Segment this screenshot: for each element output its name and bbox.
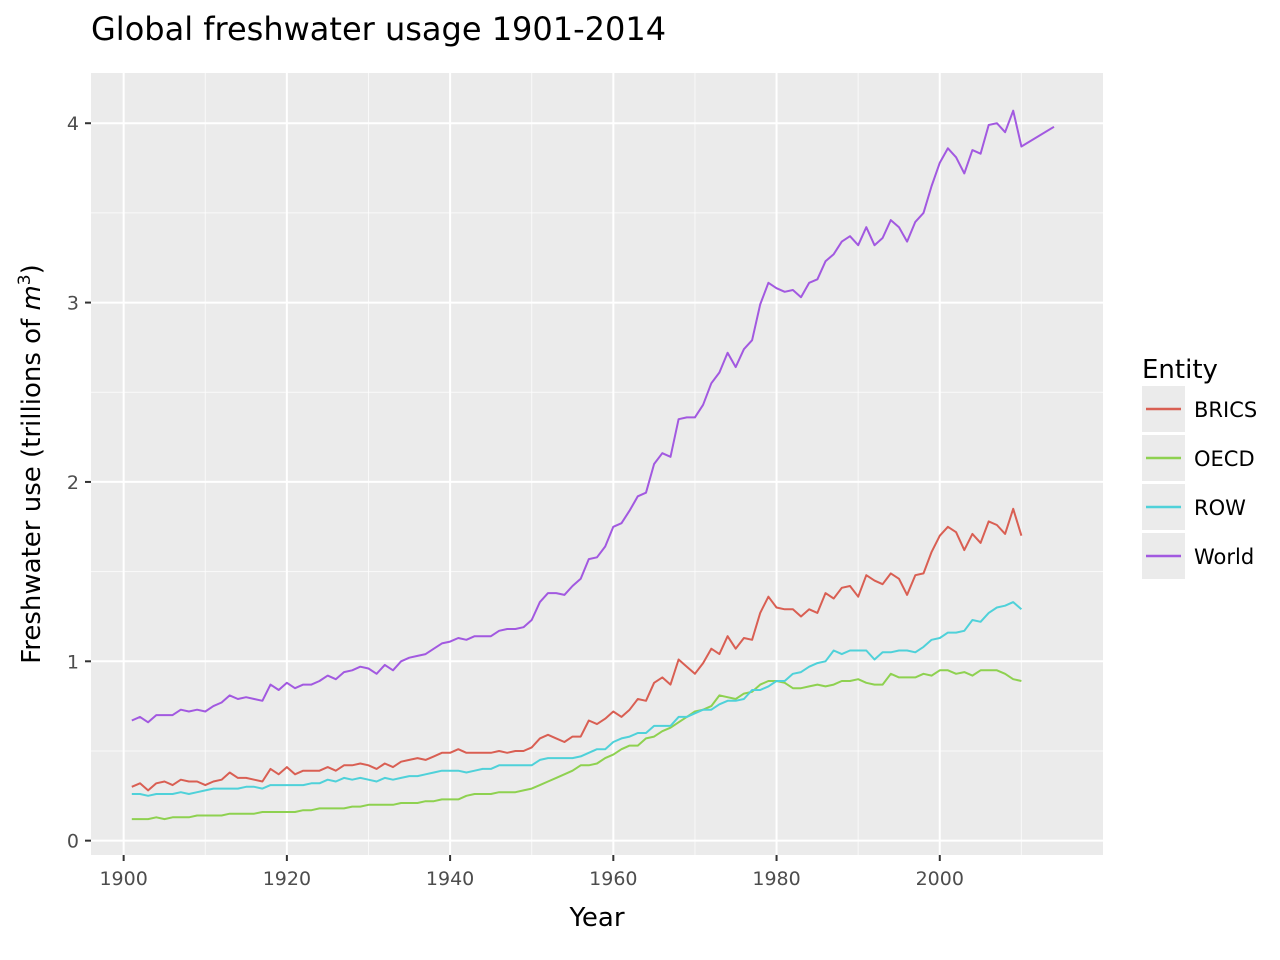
series-line-oecd [131,669,1022,821]
y-tick-label: 3 [67,293,79,315]
major-y-gridlines [91,122,1103,842]
plot-panel [91,73,1103,855]
y-axis-title: Freshwater use (trillions of m3) [15,264,47,664]
y-axis: 0 1 2 3 4 [67,113,91,853]
y-tick-label: 4 [67,113,79,135]
x-tick-label: 1960 [589,868,637,890]
y-axis-title-exponent: 3 [15,274,35,285]
y-axis-title-suffix: ) [17,264,47,274]
x-tick-label: 1900 [99,868,147,890]
y-axis-title-prefix: Freshwater use (trillions of [17,311,47,664]
series-line-brics [131,507,1023,792]
legend-label-world: World [1194,545,1254,569]
minor-y-gridlines [91,212,1103,752]
x-tick-label: 1980 [752,868,800,890]
x-axis-title: Year [568,903,624,933]
x-tick-label: 2000 [916,868,964,890]
y-tick-label: 0 [67,831,79,853]
x-tick-label: 1940 [426,868,474,890]
x-tick-label: 1920 [263,868,311,890]
legend-label-brics: BRICS [1194,398,1257,422]
legend-label-oecd: OECD [1194,447,1255,471]
major-x-gridlines [122,73,941,855]
series-lines [131,109,1055,821]
legend: Entity BRICS OECD ROW World [1142,355,1257,579]
chart-title: Global freshwater usage 1901-2014 [91,10,666,48]
legend-label-row: ROW [1194,496,1246,520]
minor-x-gridlines [204,73,1022,855]
y-tick-label: 2 [67,472,79,494]
y-tick-label: 1 [67,651,79,673]
legend-title: Entity [1142,355,1218,385]
series-line-world [131,109,1055,724]
series-line-row [131,601,1023,797]
y-axis-title-unit: m [17,285,47,310]
x-axis: 1900 1920 1940 1960 1980 2000 [99,855,964,890]
